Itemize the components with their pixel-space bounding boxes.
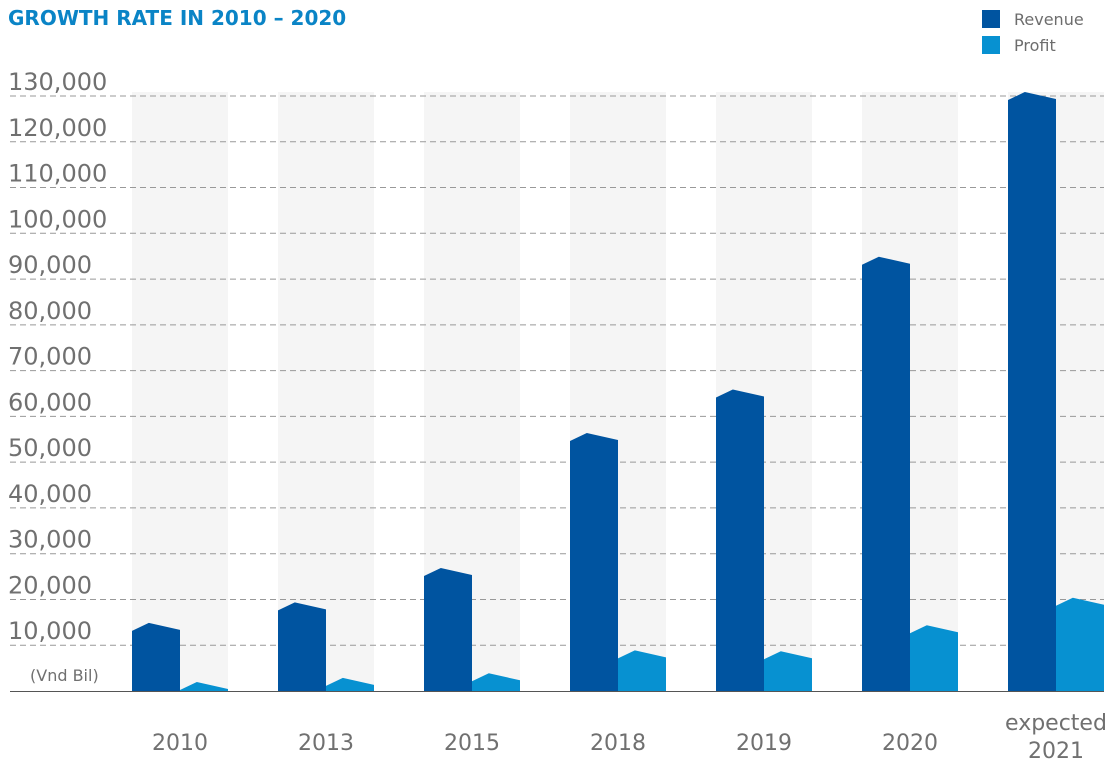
legend-label-profit: Profit xyxy=(1014,35,1056,55)
profit-bar xyxy=(1056,597,1104,691)
y-tick-label: 100,000 xyxy=(8,205,107,233)
legend-swatch-profit xyxy=(982,36,1000,54)
chart-title: GROWTH RATE IN 2010 – 2020 xyxy=(8,6,347,30)
x-tick-label: 2015 xyxy=(444,731,500,756)
legend-item-revenue: Revenue xyxy=(982,6,1084,32)
y-tick-label: 80,000 xyxy=(8,297,92,325)
x-tick-label: 2013 xyxy=(298,731,354,756)
profit-bar xyxy=(764,651,812,691)
y-tick-label: 130,000 xyxy=(8,68,107,96)
profit-bar xyxy=(910,625,958,691)
legend-swatch-revenue xyxy=(982,10,1000,28)
y-tick-label: 90,000 xyxy=(8,251,92,279)
x-tick-label: 2020 xyxy=(882,731,938,756)
revenue-bar xyxy=(862,256,910,691)
profit-bar xyxy=(472,673,520,691)
y-tick-label: 110,000 xyxy=(8,160,107,188)
column-band xyxy=(132,92,228,691)
x-tick-label: 2018 xyxy=(590,731,646,756)
revenue-bar xyxy=(570,432,618,691)
y-tick-label: 40,000 xyxy=(8,480,92,508)
profit-bar xyxy=(618,650,666,691)
x-tick-label: 2010 xyxy=(152,731,208,756)
y-tick-label: 70,000 xyxy=(8,343,92,371)
y-tick-label: 50,000 xyxy=(8,434,92,462)
revenue-bar xyxy=(424,568,472,691)
revenue-bar xyxy=(132,622,180,691)
x-tick-label: 2019 xyxy=(736,731,792,756)
revenue-bar xyxy=(716,389,764,691)
revenue-bar xyxy=(1008,92,1056,691)
y-tick-label: 10,000 xyxy=(8,617,92,645)
column-band xyxy=(278,92,374,691)
legend-item-profit: Profit xyxy=(982,32,1084,58)
y-tick-label: 120,000 xyxy=(8,114,107,142)
legend: Revenue Profit xyxy=(982,6,1084,58)
x-tick-label: expected 2021 xyxy=(1005,711,1107,764)
unit-label: (Vnd Bil) xyxy=(30,666,99,685)
legend-label-revenue: Revenue xyxy=(1014,9,1084,29)
profit-bar xyxy=(326,677,374,691)
revenue-bar xyxy=(278,602,326,691)
y-tick-label: 60,000 xyxy=(8,388,92,416)
y-tick-label: 20,000 xyxy=(8,571,92,599)
profit-bar xyxy=(180,681,228,691)
y-tick-label: 30,000 xyxy=(8,526,92,554)
